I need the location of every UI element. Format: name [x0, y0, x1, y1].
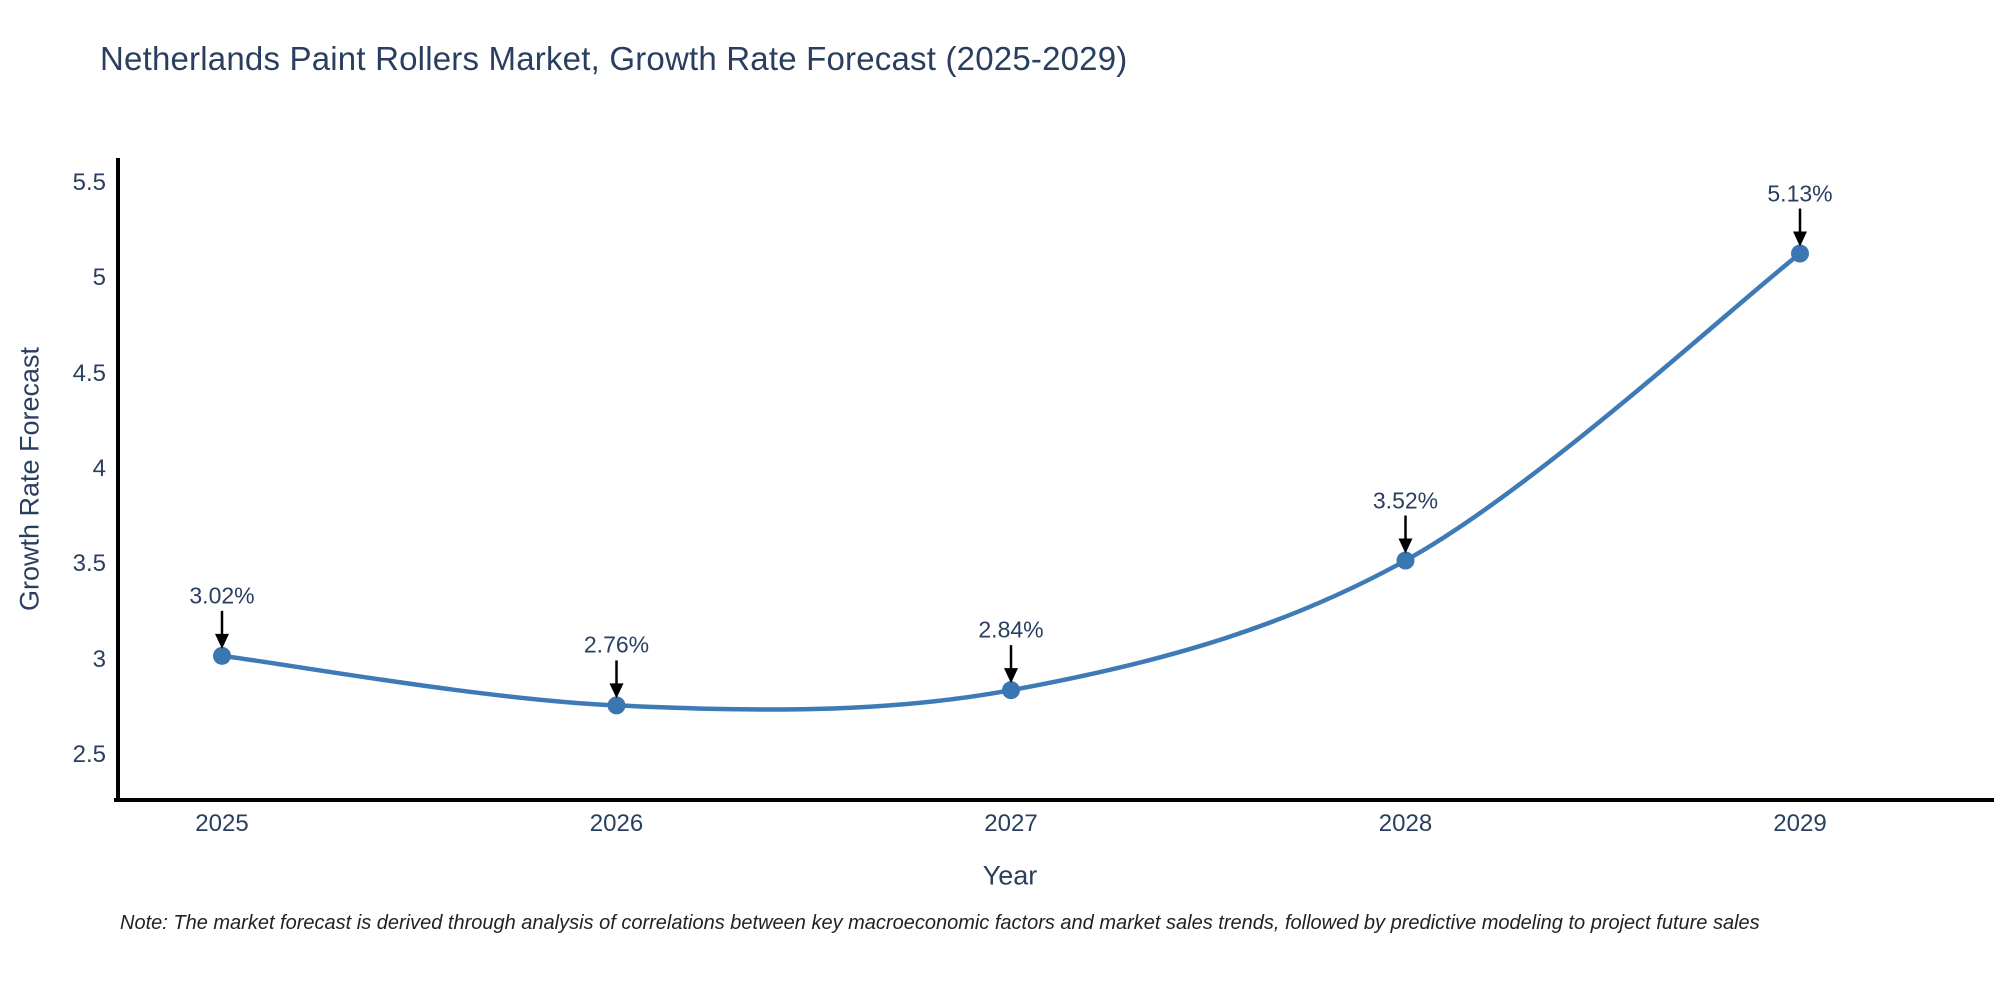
- y-tick-label: 5.5: [72, 168, 106, 196]
- x-tick-label: 2028: [1378, 810, 1433, 837]
- annotation-arrowhead: [215, 633, 229, 649]
- data-point-label: 2.84%: [978, 616, 1044, 643]
- y-tick-label: 2.5: [72, 741, 106, 768]
- annotation-arrows: [215, 208, 1807, 699]
- annotation-arrowhead: [1004, 668, 1018, 684]
- y-tick-label: 4.5: [72, 359, 106, 387]
- y-axis-title: Growth Rate Forecast: [14, 346, 45, 612]
- y-tick-label: 5: [92, 264, 106, 292]
- data-point-label: 3.02%: [189, 582, 255, 609]
- data-point-marker: [607, 696, 626, 715]
- annotation-arrowhead: [1398, 538, 1413, 554]
- data-point-label: 5.13%: [1767, 180, 1833, 207]
- y-tick-label: 3.5: [72, 550, 106, 578]
- data-point-marker: [1002, 681, 1020, 700]
- x-tick-label: 2026: [589, 810, 644, 837]
- x-axis-title: Year: [982, 860, 1038, 891]
- series-line: [219, 251, 1803, 712]
- data-point-label: 3.52%: [1372, 487, 1439, 514]
- chart-note: Note: The market forecast is derived thr…: [120, 912, 1760, 934]
- x-tick-label: 2029: [1773, 810, 1827, 837]
- annotation-arrowhead: [609, 683, 624, 699]
- data-point-label: 2.76%: [583, 631, 650, 658]
- data-point-marker: [213, 646, 231, 665]
- y-tick-label: 4: [92, 454, 106, 482]
- chart-title: Netherlands Paint Rollers Market, Growth…: [100, 40, 1128, 77]
- data-point-marker: [1396, 551, 1415, 570]
- data-point-marker: [1791, 244, 1809, 263]
- series-markers: [213, 244, 1809, 715]
- x-tick-label: 2027: [984, 810, 1038, 837]
- annotation-arrowhead: [1793, 231, 1807, 247]
- x-tick-label: 2025: [195, 810, 249, 837]
- y-tick-label: 3: [92, 645, 106, 673]
